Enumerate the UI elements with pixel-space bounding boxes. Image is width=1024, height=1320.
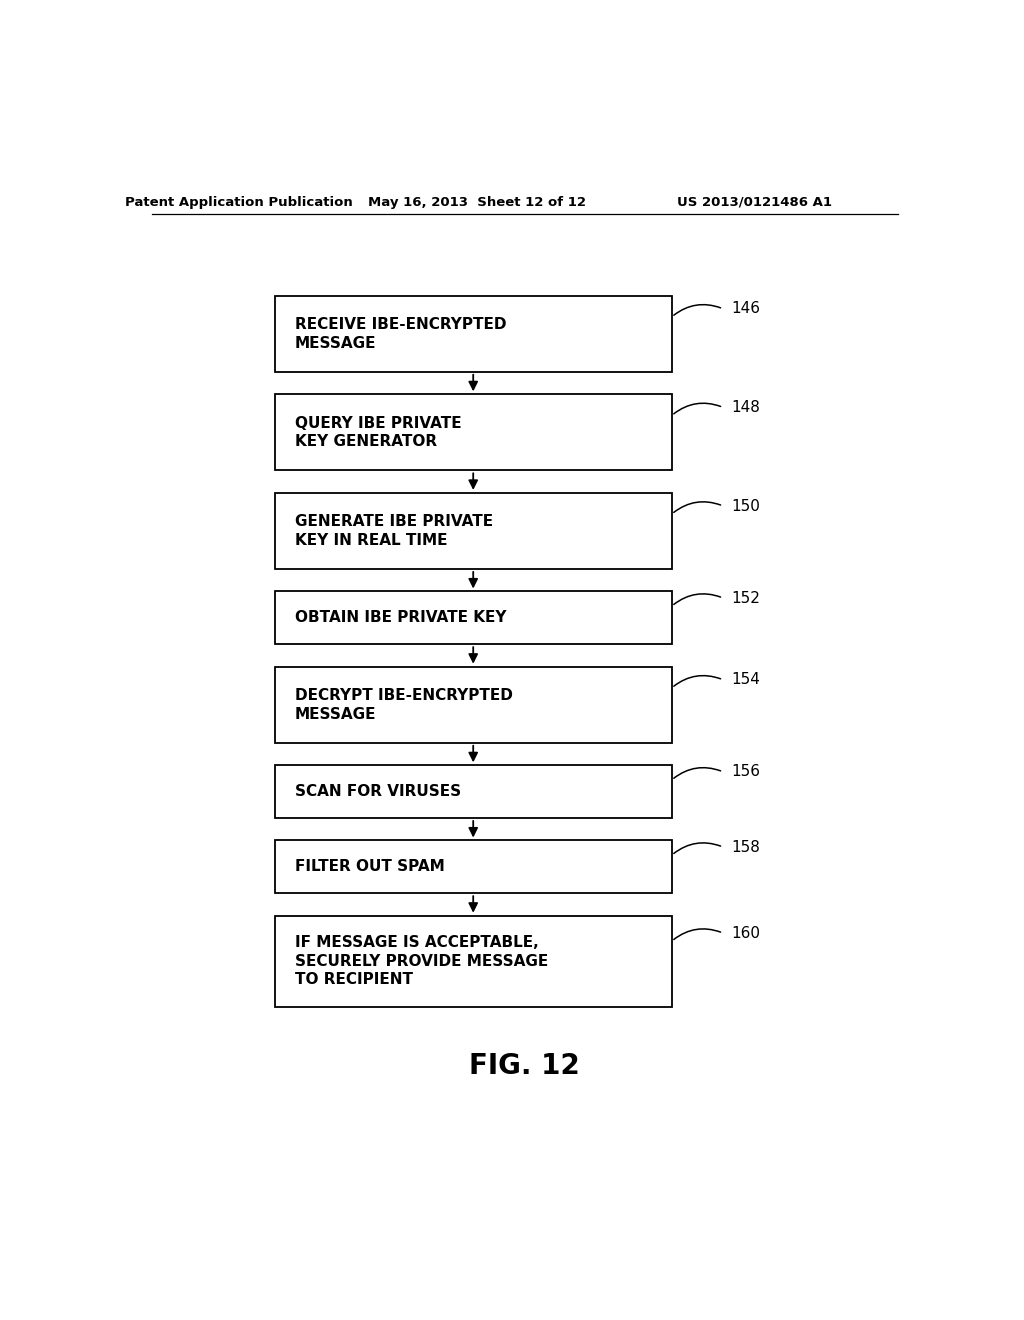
Text: FIG. 12: FIG. 12 [469, 1052, 581, 1080]
Text: 154: 154 [731, 672, 760, 688]
Bar [274, 296, 672, 372]
Text: QUERY IBE PRIVATE
KEY GENERATOR: QUERY IBE PRIVATE KEY GENERATOR [295, 416, 461, 449]
Text: 152: 152 [731, 590, 760, 606]
Bar [274, 766, 672, 818]
Text: FILTER OUT SPAM: FILTER OUT SPAM [295, 859, 444, 874]
Bar [274, 395, 672, 470]
Text: 156: 156 [731, 764, 760, 779]
Bar [274, 667, 672, 743]
Bar [274, 492, 672, 569]
Bar [274, 841, 672, 894]
Text: 158: 158 [731, 840, 760, 854]
Text: RECEIVE IBE-ENCRYPTED
MESSAGE: RECEIVE IBE-ENCRYPTED MESSAGE [295, 317, 506, 351]
Text: 150: 150 [731, 499, 760, 513]
Text: Patent Application Publication: Patent Application Publication [125, 195, 353, 209]
Text: SCAN FOR VIRUSES: SCAN FOR VIRUSES [295, 784, 461, 799]
Bar [274, 591, 672, 644]
Text: DECRYPT IBE-ENCRYPTED
MESSAGE: DECRYPT IBE-ENCRYPTED MESSAGE [295, 688, 513, 722]
Text: IF MESSAGE IS ACCEPTABLE,
SECURELY PROVIDE MESSAGE
TO RECIPIENT: IF MESSAGE IS ACCEPTABLE, SECURELY PROVI… [295, 936, 548, 987]
Text: 160: 160 [731, 925, 760, 941]
Text: 148: 148 [731, 400, 760, 414]
Bar [274, 916, 672, 1007]
Text: GENERATE IBE PRIVATE
KEY IN REAL TIME: GENERATE IBE PRIVATE KEY IN REAL TIME [295, 513, 493, 548]
Text: May 16, 2013  Sheet 12 of 12: May 16, 2013 Sheet 12 of 12 [369, 195, 586, 209]
Text: US 2013/0121486 A1: US 2013/0121486 A1 [678, 195, 833, 209]
Text: OBTAIN IBE PRIVATE KEY: OBTAIN IBE PRIVATE KEY [295, 610, 506, 626]
Text: 146: 146 [731, 301, 760, 317]
